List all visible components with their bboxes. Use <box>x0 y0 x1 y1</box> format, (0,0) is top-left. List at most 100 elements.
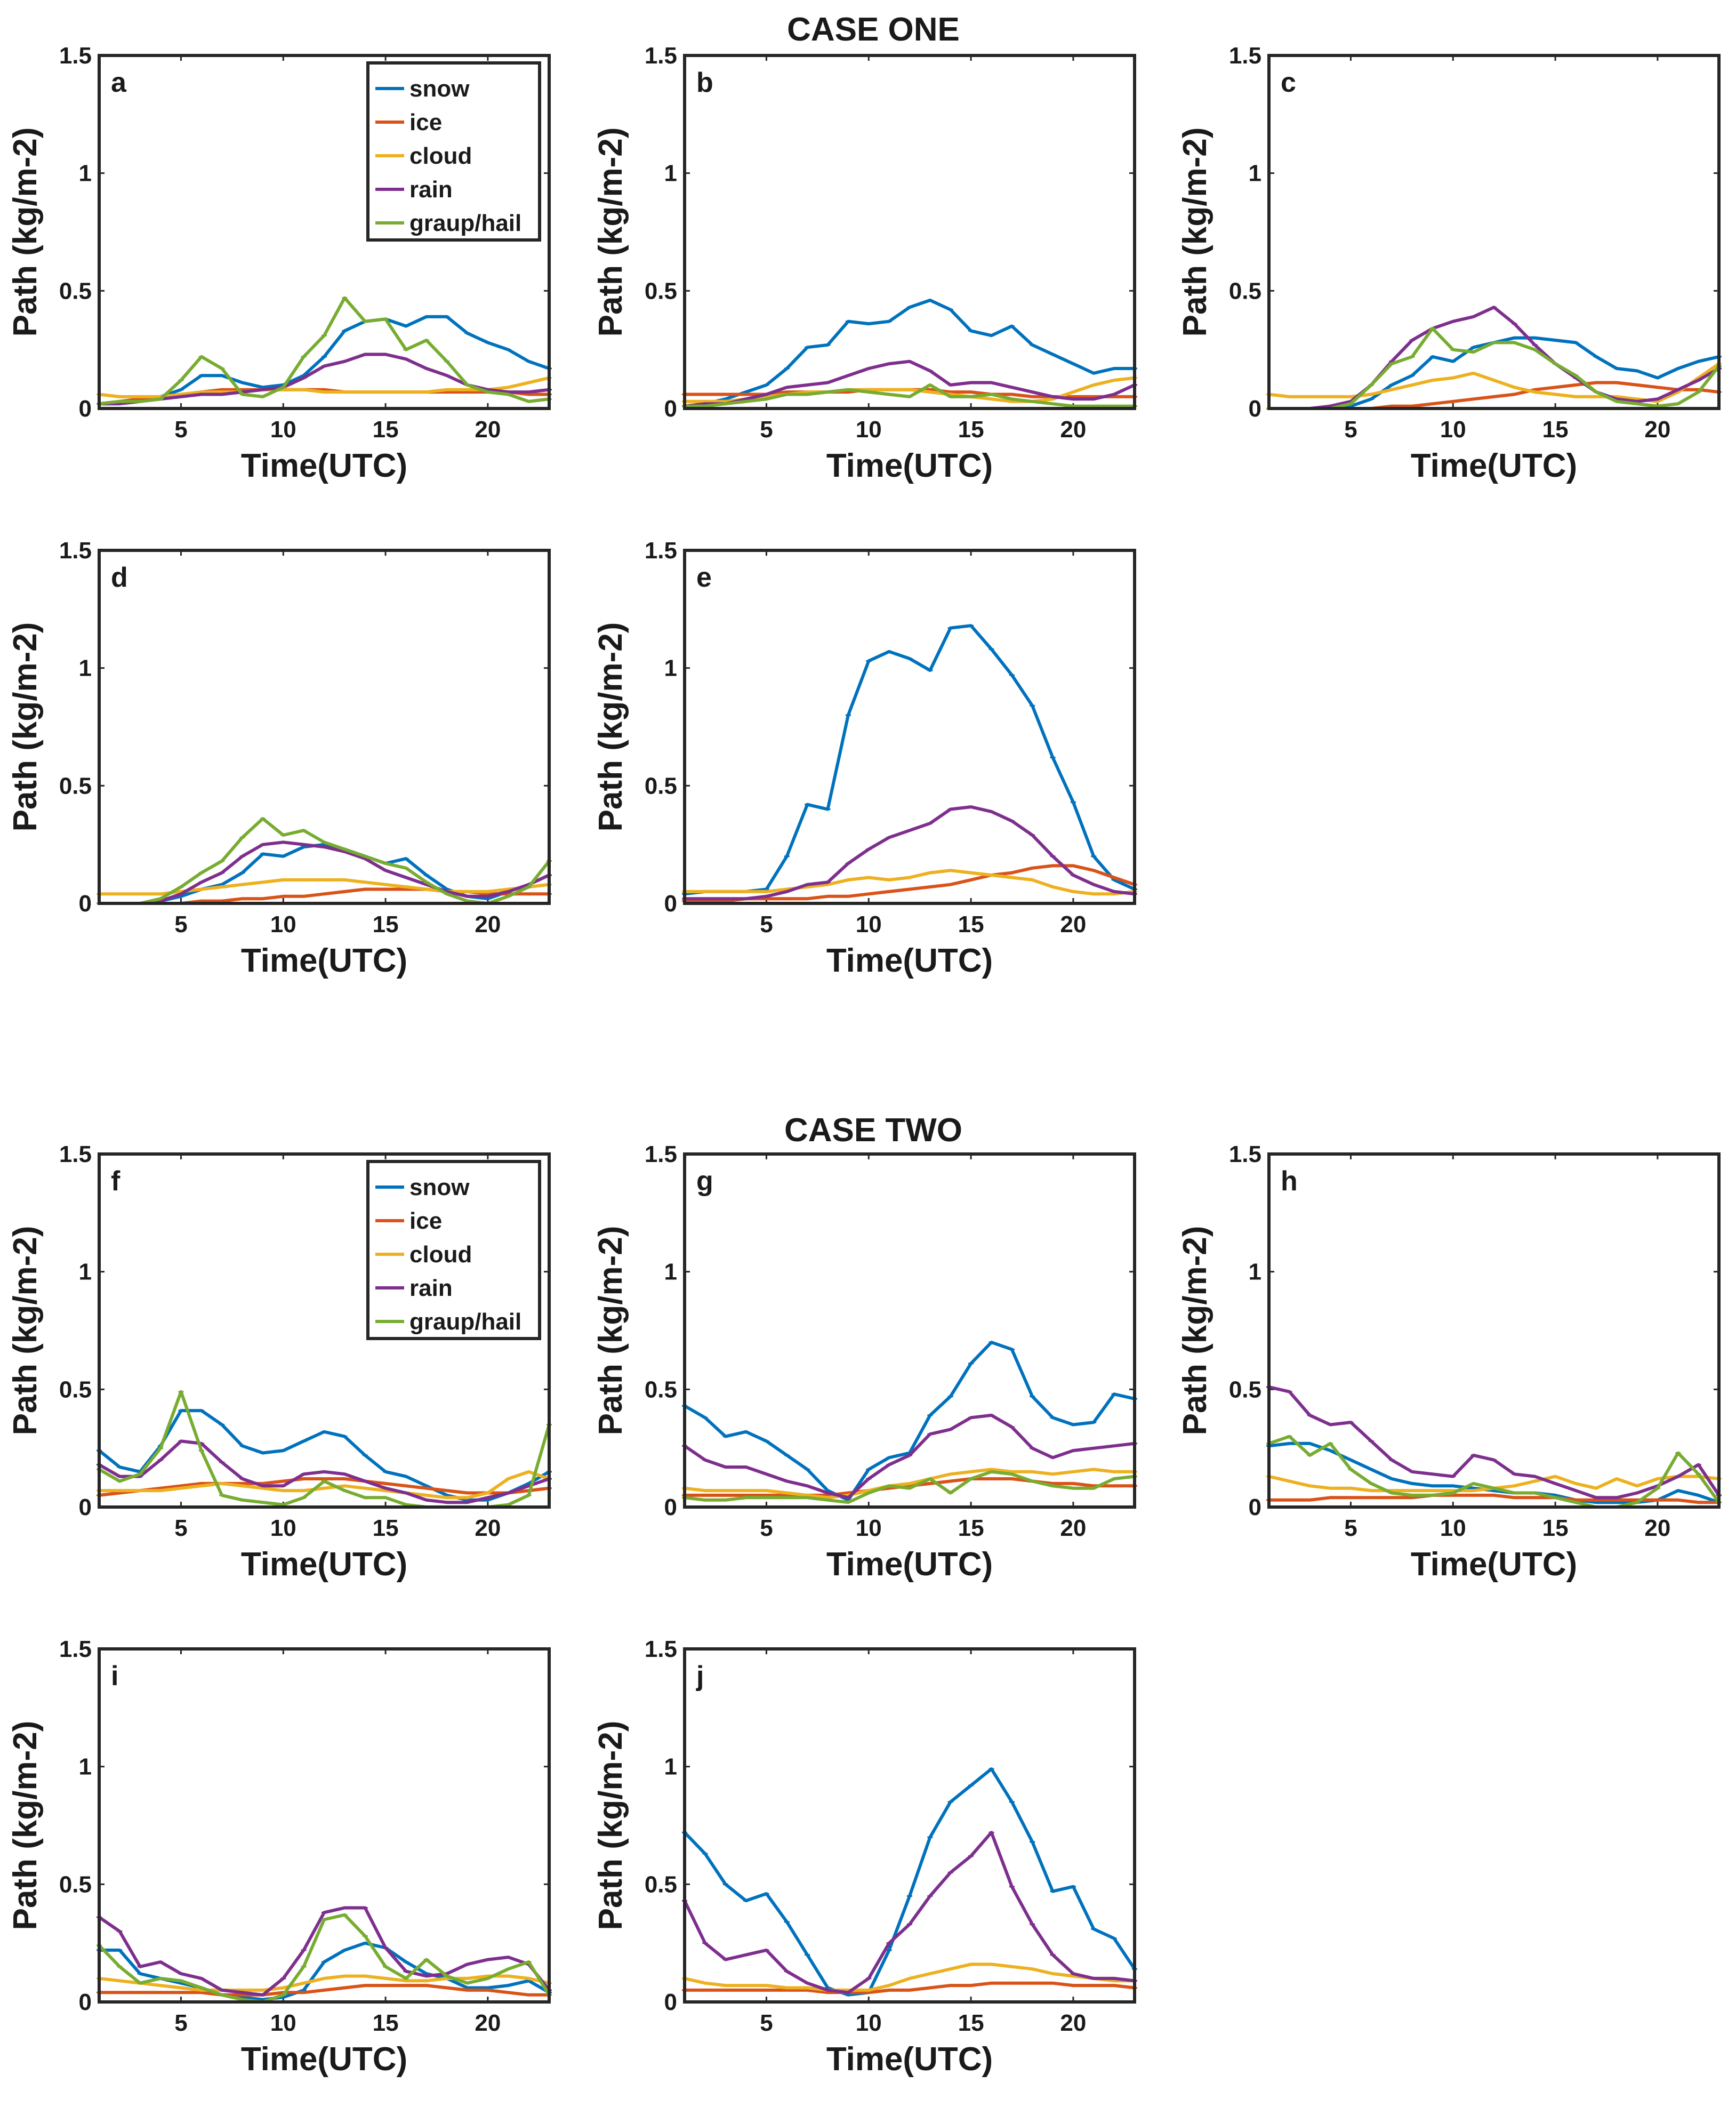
y-tick-label: 0.5 <box>1229 278 1261 304</box>
case-two-title: CASE TWO <box>784 1112 962 1149</box>
panel-b: 5 10 15 20 0 0.5 1 1.5 b Time(UTC) Path (kg/m-2) <box>592 43 1137 484</box>
x-tick-label: 20 <box>475 1515 501 1541</box>
y-tick-label: 0.5 <box>59 1376 92 1403</box>
y-axis-label: Path (kg/m-2) <box>7 622 44 832</box>
panel-f: 5 10 15 20 0 0.5 1 1.5 f Time(UTC) Path (kg/m-2) sn… <box>7 1141 552 1583</box>
x-tick-label: 15 <box>1542 1515 1569 1541</box>
panel-e: 5 10 15 20 0 0.5 1 1.5 e Time(UTC) Path (kg/m-2) <box>592 538 1137 979</box>
x-tick-label: 15 <box>373 416 399 443</box>
legend-box <box>366 1160 541 1340</box>
x-tick-label: 10 <box>270 1515 296 1541</box>
y-tick-label: 0 <box>79 1494 92 1520</box>
y-axis-label: Path (kg/m-2) <box>1177 1226 1213 1436</box>
x-tick-label: 5 <box>760 911 773 938</box>
panel-letter: d <box>111 562 128 593</box>
axes-box <box>683 54 1136 410</box>
legend-label-graup-hail: graup/hail <box>409 1309 521 1335</box>
y-axis-label: Path (kg/m-2) <box>7 1226 44 1436</box>
panel-letter: j <box>696 1661 704 1692</box>
y-tick-label: 1.5 <box>59 43 92 69</box>
x-tick-label: 15 <box>373 2010 399 2036</box>
x-tick-label: 20 <box>475 911 501 938</box>
x-axis-label: Time(UTC) <box>826 942 993 979</box>
x-tick-label: 5 <box>760 2010 773 2036</box>
y-tick-label: 1 <box>1249 1259 1261 1285</box>
x-tick-label: 20 <box>1060 416 1086 443</box>
x-tick-label: 10 <box>1440 416 1466 443</box>
y-tick-label: 1 <box>664 1259 677 1285</box>
x-tick-label: 20 <box>1060 911 1086 938</box>
y-tick-label: 0 <box>79 891 92 917</box>
y-tick-label: 0.5 <box>645 1871 677 1897</box>
x-tick-label: 20 <box>1644 1515 1670 1541</box>
panel-g: 5 10 15 20 0 0.5 1 1.5 g Time(UTC) Path (kg/m-2) <box>592 1141 1137 1583</box>
panel-letter: e <box>696 562 712 593</box>
x-tick-label: 15 <box>373 1515 399 1541</box>
x-tick-label: 10 <box>856 911 882 938</box>
x-axis-label: Time(UTC) <box>826 447 993 484</box>
panel-letter: a <box>111 67 127 98</box>
y-tick-label: 0.5 <box>59 278 92 304</box>
y-tick-label: 1 <box>79 655 92 682</box>
x-tick-label: 10 <box>856 2010 882 2036</box>
axes-box <box>98 1152 551 1509</box>
x-tick-label: 10 <box>1440 1515 1466 1541</box>
panel-a: 5 10 15 20 0 0.5 1 1.5 a Time(UTC) Path (kg/m-2) sn… <box>7 43 552 484</box>
x-tick-label: 15 <box>958 416 984 443</box>
legend-label-ice: ice <box>409 1208 442 1234</box>
legend-label-graup-hail: graup/hail <box>409 210 521 236</box>
x-tick-label: 5 <box>760 1515 773 1541</box>
legend-label-snow: snow <box>409 76 470 102</box>
panel-h: 5 10 15 20 0 0.5 1 1.5 h Time(UTC) Path (kg/m-2) <box>1177 1141 1722 1583</box>
y-tick-label: 0.5 <box>645 278 677 304</box>
panel-letter: h <box>1281 1166 1298 1197</box>
y-tick-label: 1.5 <box>59 1636 92 1662</box>
axes-box <box>683 549 1136 905</box>
x-tick-label: 10 <box>856 1515 882 1541</box>
y-axis-label: Path (kg/m-2) <box>592 622 629 832</box>
y-tick-label: 1 <box>79 161 92 187</box>
y-tick-label: 1 <box>664 161 677 187</box>
y-tick-label: 1 <box>664 655 677 682</box>
y-tick-label: 1.5 <box>1229 43 1261 69</box>
x-tick-label: 5 <box>174 911 187 938</box>
x-tick-label: 20 <box>1060 1515 1086 1541</box>
y-tick-label: 0 <box>664 891 677 917</box>
y-axis-label: Path (kg/m-2) <box>592 1721 629 1930</box>
x-tick-label: 5 <box>1344 1515 1357 1541</box>
y-tick-label: 0 <box>79 396 92 422</box>
y-tick-label: 0.5 <box>645 1376 677 1403</box>
y-tick-label: 0.5 <box>59 773 92 799</box>
panel-letter: b <box>696 67 713 98</box>
legend-label-rain: rain <box>409 1275 453 1301</box>
x-tick-label: 5 <box>174 2010 187 2036</box>
panel-letter: f <box>111 1166 120 1197</box>
legend-box <box>366 61 541 242</box>
x-tick-label: 15 <box>1542 416 1569 443</box>
y-tick-label: 1.5 <box>59 538 92 564</box>
y-axis-label: Path (kg/m-2) <box>592 127 629 337</box>
panel-i: 5 10 15 20 0 0.5 1 1.5 i Time(UTC) Path (kg/m-2) <box>7 1636 552 2078</box>
y-axis-label: Path (kg/m-2) <box>592 1226 629 1436</box>
y-axis-label: Path (kg/m-2) <box>1177 127 1213 337</box>
y-tick-label: 1.5 <box>645 538 677 564</box>
x-tick-label: 15 <box>958 911 984 938</box>
panel-letter: c <box>1281 67 1296 98</box>
x-axis-label: Time(UTC) <box>1411 447 1577 484</box>
axes-box <box>1267 54 1721 410</box>
case-one-title: CASE ONE <box>787 11 960 48</box>
x-tick-label: 15 <box>373 911 399 938</box>
y-tick-label: 0 <box>664 1989 677 2015</box>
x-tick-label: 20 <box>475 416 501 443</box>
y-tick-label: 1.5 <box>645 43 677 69</box>
y-tick-label: 1 <box>1249 161 1261 187</box>
panel-c: 5 10 15 20 0 0.5 1 1.5 c Time(UTC) Path (kg/m-2) <box>1177 43 1722 484</box>
y-tick-label: 1.5 <box>645 1636 677 1662</box>
y-tick-label: 1.5 <box>59 1141 92 1167</box>
x-tick-label: 5 <box>174 1515 187 1541</box>
panel-d: 5 10 15 20 0 0.5 1 1.5 d Time(UTC) Path (kg/m-2) <box>7 538 552 979</box>
x-tick-label: 20 <box>475 2010 501 2036</box>
